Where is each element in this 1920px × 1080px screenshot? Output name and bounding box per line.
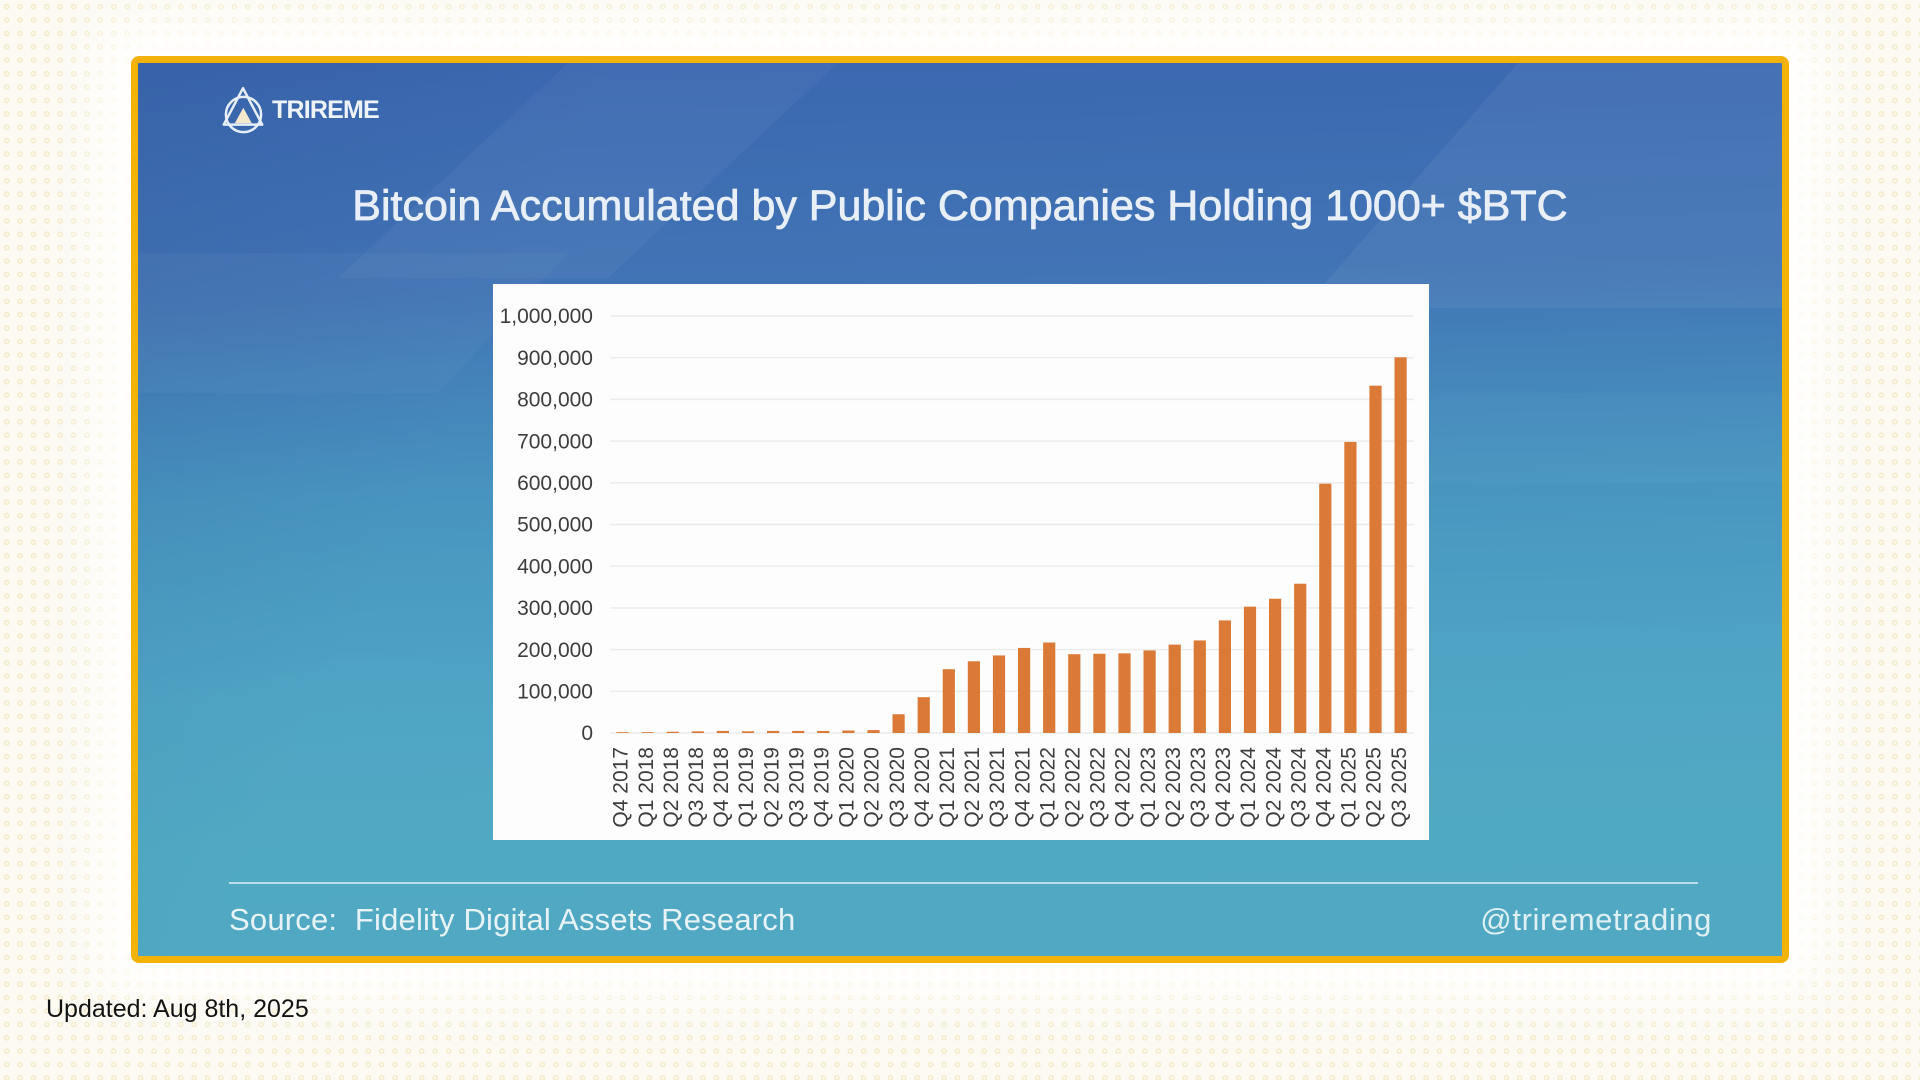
svg-text:Q4 2021: Q4 2021 (1011, 747, 1034, 828)
svg-text:Q4 2018: Q4 2018 (710, 747, 733, 828)
svg-text:900,000: 900,000 (517, 347, 593, 370)
svg-text:Q2 2025: Q2 2025 (1363, 747, 1386, 828)
svg-text:Q2 2024: Q2 2024 (1262, 747, 1285, 828)
svg-text:500,000: 500,000 (517, 514, 593, 537)
svg-text:Q3 2023: Q3 2023 (1187, 747, 1210, 828)
svg-text:Q1 2023: Q1 2023 (1137, 747, 1160, 828)
svg-text:Q1 2025: Q1 2025 (1338, 747, 1361, 828)
svg-text:Q4 2022: Q4 2022 (1112, 747, 1135, 828)
svg-text:Q1 2018: Q1 2018 (635, 747, 658, 828)
svg-text:Q2 2021: Q2 2021 (961, 747, 984, 828)
svg-text:600,000: 600,000 (517, 472, 593, 495)
svg-text:Q1 2024: Q1 2024 (1237, 747, 1260, 828)
svg-text:Q3 2022: Q3 2022 (1087, 747, 1110, 828)
svg-text:Q3 2019: Q3 2019 (785, 747, 808, 828)
svg-text:Q3 2018: Q3 2018 (685, 747, 708, 828)
svg-text:Q1 2022: Q1 2022 (1036, 747, 1059, 828)
svg-text:Q3 2021: Q3 2021 (986, 747, 1009, 828)
svg-text:800,000: 800,000 (517, 389, 593, 412)
svg-text:Q3 2020: Q3 2020 (886, 747, 909, 828)
svg-text:Q4 2019: Q4 2019 (811, 747, 834, 828)
svg-text:300,000: 300,000 (517, 597, 593, 620)
svg-text:Q2 2020: Q2 2020 (861, 747, 884, 828)
svg-text:Q4 2020: Q4 2020 (911, 747, 934, 828)
svg-text:1,000,000: 1,000,000 (500, 305, 593, 328)
svg-text:Q4 2023: Q4 2023 (1212, 747, 1235, 828)
svg-text:Q3 2025: Q3 2025 (1388, 747, 1411, 828)
svg-text:700,000: 700,000 (517, 430, 593, 453)
svg-text:Q2 2023: Q2 2023 (1162, 747, 1185, 828)
svg-text:Q3 2024: Q3 2024 (1287, 747, 1310, 828)
svg-text:Q2 2018: Q2 2018 (660, 747, 683, 828)
svg-text:100,000: 100,000 (517, 681, 593, 704)
svg-text:Q1 2019: Q1 2019 (735, 747, 758, 828)
svg-text:200,000: 200,000 (517, 639, 593, 662)
svg-text:Q2 2019: Q2 2019 (760, 747, 783, 828)
svg-text:0: 0 (581, 722, 593, 745)
svg-text:Q4 2017: Q4 2017 (610, 747, 633, 828)
svg-text:Q1 2021: Q1 2021 (936, 747, 959, 828)
svg-text:Q1 2020: Q1 2020 (836, 747, 859, 828)
svg-text:Q4 2024: Q4 2024 (1313, 747, 1336, 828)
svg-text:400,000: 400,000 (517, 555, 593, 578)
svg-text:Q2 2022: Q2 2022 (1062, 747, 1085, 828)
